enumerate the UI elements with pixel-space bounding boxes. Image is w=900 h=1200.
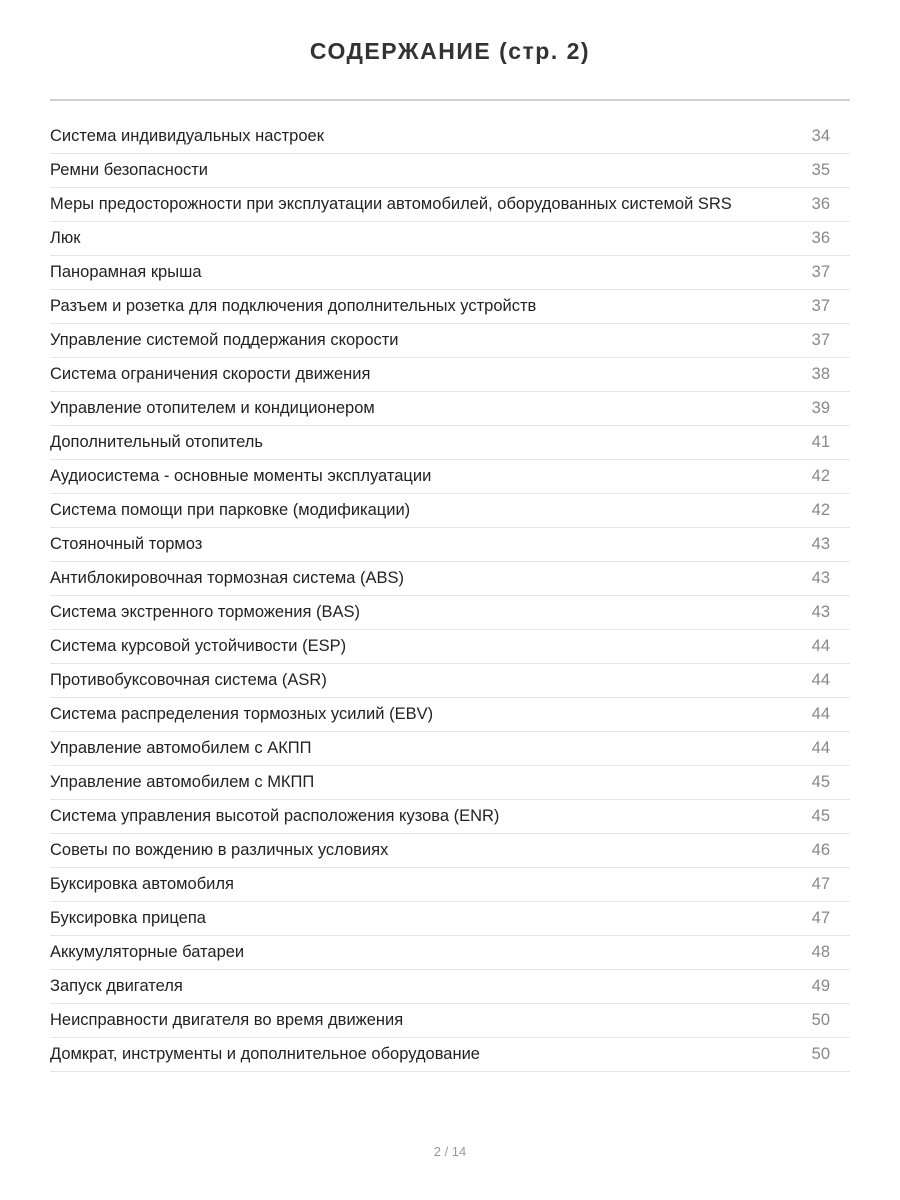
toc-entry-page: 42 bbox=[811, 501, 830, 519]
toc-entry-page: 47 bbox=[811, 909, 830, 927]
toc-entry-title[interactable]: Управление автомобилем с АКПП bbox=[50, 739, 312, 757]
toc-entry-title[interactable]: Ремни безопасности bbox=[50, 161, 209, 179]
toc-entry[interactable]: Система экстренного торможения (BAS) 43 bbox=[50, 596, 850, 630]
toc-entry[interactable]: Домкрат, инструменты и дополнительное об… bbox=[50, 1038, 850, 1072]
toc-entry[interactable]: Ремни безопасности 35 bbox=[50, 154, 850, 188]
toc-entry-page: 37 bbox=[811, 297, 830, 315]
toc-entry-title[interactable]: Система индивидуальных настроек bbox=[50, 127, 324, 145]
toc-entry-page: 36 bbox=[811, 195, 830, 213]
toc-entry-page: 42 bbox=[811, 467, 830, 485]
toc-entry-page: 43 bbox=[811, 535, 830, 553]
toc-entry[interactable]: Меры предосторожности при эксплуатации а… bbox=[50, 188, 850, 222]
toc-entry-title[interactable]: Система экстренного торможения (BAS) bbox=[50, 603, 360, 621]
toc-entry[interactable]: Система ограничения скорости движения 38 bbox=[50, 358, 850, 392]
toc-entry-title[interactable]: Буксировка автомобиля bbox=[50, 875, 234, 893]
toc-entry-title[interactable]: Домкрат, инструменты и дополнительное об… bbox=[50, 1045, 480, 1063]
toc-entry[interactable]: Люк 36 bbox=[50, 222, 850, 256]
toc-entry-page: 50 bbox=[811, 1045, 830, 1063]
toc-entry-page: 50 bbox=[811, 1011, 830, 1029]
toc-entry-page: 38 bbox=[811, 365, 830, 383]
toc-entry[interactable]: Аккумуляторные батареи 48 bbox=[50, 936, 850, 970]
toc-entry-title[interactable]: Разъем и розетка для подключения дополни… bbox=[50, 297, 537, 315]
toc-entry-page: 43 bbox=[811, 569, 830, 587]
toc-entry-page: 46 bbox=[811, 841, 830, 859]
toc-entry-title[interactable]: Дополнительный отопитель bbox=[50, 433, 263, 451]
toc-entry-title[interactable]: Стояночный тормоз bbox=[50, 535, 203, 553]
toc-entry[interactable]: Система индивидуальных настроек 34 bbox=[50, 120, 850, 154]
toc-entry[interactable]: Неисправности двигателя во время движени… bbox=[50, 1004, 850, 1038]
toc-entry-title[interactable]: Система ограничения скорости движения bbox=[50, 365, 371, 383]
toc-entry-title[interactable]: Система помощи при парковке (модификации… bbox=[50, 501, 411, 519]
toc-entry-title[interactable]: Аккумуляторные батареи bbox=[50, 943, 245, 961]
toc-entry-page: 44 bbox=[811, 739, 830, 757]
toc-entry-page: 41 bbox=[811, 433, 830, 451]
toc-entry-page: 37 bbox=[811, 331, 830, 349]
toc-entry-title[interactable]: Буксировка прицепа bbox=[50, 909, 206, 927]
toc-entry-title[interactable]: Управление автомобилем с МКПП bbox=[50, 773, 315, 791]
toc-entry[interactable]: Система помощи при парковке (модификации… bbox=[50, 494, 850, 528]
toc-entry-title[interactable]: Запуск двигателя bbox=[50, 977, 183, 995]
toc-entry-page: 35 bbox=[811, 161, 830, 179]
toc-entry-title[interactable]: Управление системой поддержания скорости bbox=[50, 331, 399, 349]
toc-entry-title[interactable]: Люк bbox=[50, 229, 81, 247]
toc-entry[interactable]: Управление отопителем и кондиционером 39 bbox=[50, 392, 850, 426]
toc-entry[interactable]: Система распределения тормозных усилий (… bbox=[50, 698, 850, 732]
toc-entry[interactable]: Стояночный тормоз 43 bbox=[50, 528, 850, 562]
toc-entry-page: 49 bbox=[811, 977, 830, 995]
toc-entry[interactable]: Система курсовой устойчивости (ESP) 44 bbox=[50, 630, 850, 664]
toc-entry-page: 44 bbox=[811, 705, 830, 723]
toc-entry-page: 43 bbox=[811, 603, 830, 621]
toc-entry-title[interactable]: Система управления высотой расположения … bbox=[50, 807, 500, 825]
toc-entry-title[interactable]: Панорамная крыша bbox=[50, 263, 202, 281]
toc-entry-title[interactable]: Неисправности двигателя во время движени… bbox=[50, 1011, 404, 1029]
toc-entry[interactable]: Запуск двигателя 49 bbox=[50, 970, 850, 1004]
toc-entry-page: 45 bbox=[811, 807, 830, 825]
toc-entry-title[interactable]: Управление отопителем и кондиционером bbox=[50, 399, 375, 417]
toc-entry[interactable]: Управление автомобилем с МКПП 45 bbox=[50, 766, 850, 800]
toc-entry-page: 44 bbox=[811, 671, 830, 689]
title-divider bbox=[50, 99, 850, 101]
toc-entry-title[interactable]: Аудиосистема - основные моменты эксплуат… bbox=[50, 467, 432, 485]
toc-entry-page: 48 bbox=[811, 943, 830, 961]
toc-entry[interactable]: Дополнительный отопитель 41 bbox=[50, 426, 850, 460]
toc-entry-title[interactable]: Советы по вождению в различных условиях bbox=[50, 841, 389, 859]
toc-entry[interactable]: Система управления высотой расположения … bbox=[50, 800, 850, 834]
toc-entry[interactable]: Разъем и розетка для подключения дополни… bbox=[50, 290, 850, 324]
toc-entry[interactable]: Управление автомобилем с АКПП 44 bbox=[50, 732, 850, 766]
toc-entry[interactable]: Советы по вождению в различных условиях 4… bbox=[50, 834, 850, 868]
toc-entry-page: 44 bbox=[811, 637, 830, 655]
toc-entry-title[interactable]: Меры предосторожности при эксплуатации а… bbox=[50, 195, 732, 213]
toc-entry-page: 36 bbox=[811, 229, 830, 247]
toc-entry-page: 47 bbox=[811, 875, 830, 893]
toc-entry-title[interactable]: Система курсовой устойчивости (ESP) bbox=[50, 637, 347, 655]
page-indicator: 2 / 14 bbox=[433, 1144, 467, 1159]
toc-entry[interactable]: Управление системой поддержания скорости… bbox=[50, 324, 850, 358]
toc-entry[interactable]: Буксировка прицепа 47 bbox=[50, 902, 850, 936]
toc-entry[interactable]: Панорамная крыша 37 bbox=[50, 256, 850, 290]
page-title: СОДЕРЖАНИЕ (стр. 2) bbox=[309, 38, 591, 64]
toc-entry-title[interactable]: Антиблокировочная тормозная система (ABS… bbox=[50, 569, 404, 587]
table-of-contents: Система индивидуальных настроек 34 Ремни б… bbox=[50, 120, 850, 1072]
toc-entry[interactable]: Противобуксовочная система (ASR) 44 bbox=[50, 664, 850, 698]
toc-entry-page: 37 bbox=[811, 263, 830, 281]
toc-entry[interactable]: Антиблокировочная тормозная система (ABS… bbox=[50, 562, 850, 596]
toc-entry-page: 39 bbox=[811, 399, 830, 417]
toc-entry[interactable]: Аудиосистема - основные моменты эксплуат… bbox=[50, 460, 850, 494]
toc-entry-page: 45 bbox=[811, 773, 830, 791]
toc-entry-title[interactable]: Система распределения тормозных усилий (… bbox=[50, 705, 434, 723]
toc-entry-page: 34 bbox=[811, 127, 830, 145]
toc-entry[interactable]: Буксировка автомобиля 47 bbox=[50, 868, 850, 902]
toc-entry-title[interactable]: Противобуксовочная система (ASR) bbox=[50, 671, 327, 689]
